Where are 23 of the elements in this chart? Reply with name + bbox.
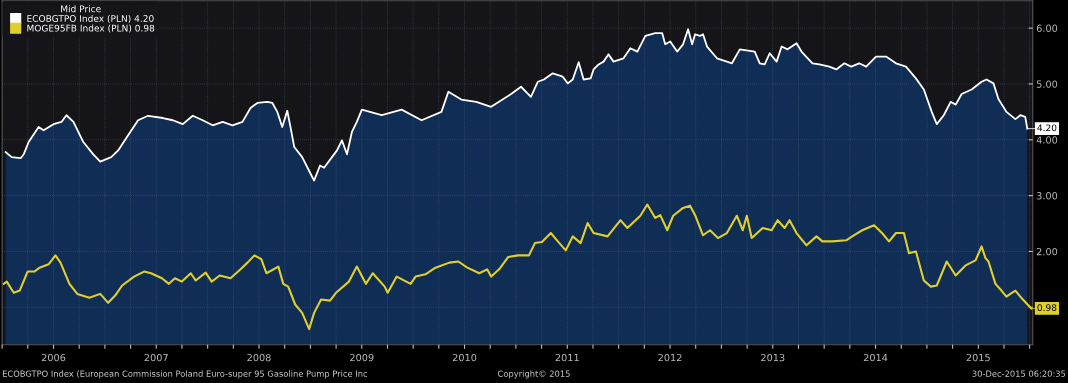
x-tick-label: 2009 [350,353,374,362]
annotation: 4.20 [1037,124,1057,132]
x-tick-label: 2011 [555,353,579,362]
x-tick-label: 2006 [41,353,66,362]
x-tick-label: 2013 [761,353,785,362]
annotation: 0.98 [1037,304,1057,312]
x-tick-label: 2008 [247,353,271,362]
legend-title: Mid Price [61,5,101,13]
x-tick-label: 2010 [452,353,477,362]
legend-label: ECOBGTPO Index (PLN) 4.20 [27,14,154,23]
text: Copyright© 2015 [498,370,570,379]
y-tick-label: 6.00 [1036,24,1058,32]
x-tick-label: 2012 [658,353,682,362]
x-tick-label: 2007 [144,353,168,362]
legend-label: MOGE95FB Index (PLN) 0.98 [27,24,155,33]
text: 30-Dec-2015 06:20:35 [972,370,1066,377]
text: ECOBGTPO Index (European Commission Poland Euro-super 95 Gasoline Pump Price Inc [2,370,368,379]
y-tick-label: 2.00 [1036,247,1058,256]
x-tick-label: 2015 [966,353,990,362]
y-tick-label: 3.00 [1036,192,1058,200]
y-tick-label: 5.00 [1036,80,1058,88]
y-tick-label: 4.00 [1036,136,1058,144]
x-tick-label: 2014 [863,353,888,362]
